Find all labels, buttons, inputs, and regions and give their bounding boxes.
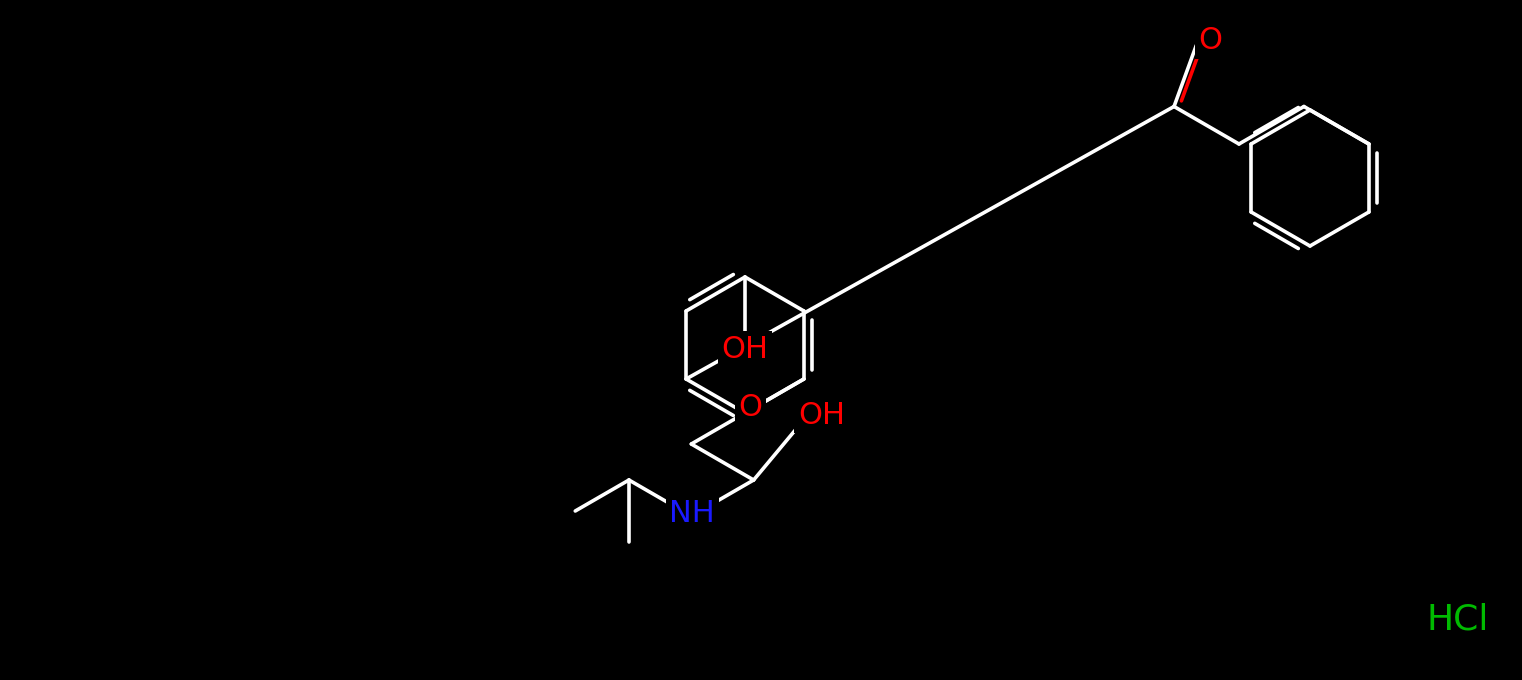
Text: O: O (738, 394, 763, 422)
Text: HCl: HCl (1426, 603, 1489, 637)
Text: NH: NH (670, 500, 715, 528)
Text: OH: OH (721, 335, 769, 364)
Text: O: O (1198, 26, 1222, 55)
Text: OH: OH (798, 401, 845, 430)
